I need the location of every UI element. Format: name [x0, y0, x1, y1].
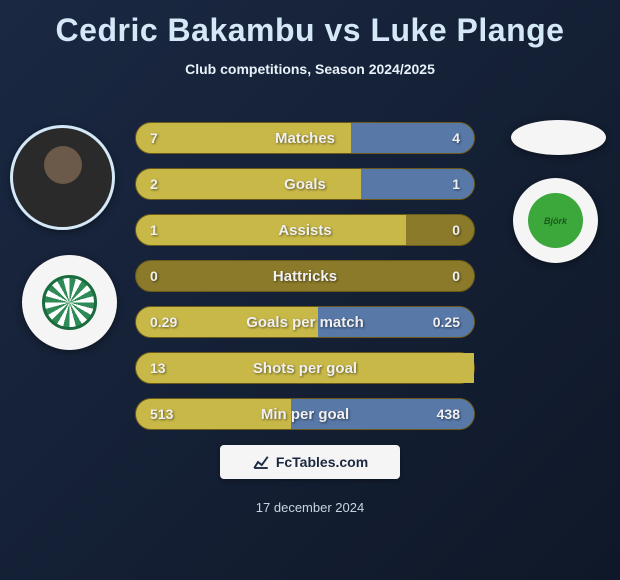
stat-value-right: 1	[452, 176, 460, 192]
stat-label: Assists	[278, 222, 331, 239]
player-right-avatar	[511, 120, 606, 155]
stat-value-right: 0.25	[433, 314, 460, 330]
date-text: 17 december 2024	[256, 500, 364, 515]
stat-value-left: 13	[150, 360, 166, 376]
chart-icon	[252, 453, 270, 471]
stat-row: Shots per goal 13	[135, 352, 475, 384]
stat-label: Min per goal	[261, 406, 349, 423]
stat-value-right: 0	[452, 222, 460, 238]
stats-list: Matches 7 4 Goals 2 1 Assists 1 0 Hattricks 0 0 Goal…	[135, 122, 475, 444]
stat-value-right: 438	[437, 406, 460, 422]
stat-row: Goals per match 0.29 0.25	[135, 306, 475, 338]
stat-value-left: 0.29	[150, 314, 177, 330]
stat-row: Matches 7 4	[135, 122, 475, 154]
stat-label: Hattricks	[273, 268, 337, 285]
comparison-title: Cedric Bakambu vs Luke Plange	[0, 0, 620, 49]
club-right-crest	[528, 193, 583, 248]
stat-value-left: 2	[150, 176, 158, 192]
stat-row: Goals 2 1	[135, 168, 475, 200]
club-left-crest	[42, 275, 97, 330]
player-left-avatar	[10, 125, 115, 230]
stat-label: Shots per goal	[253, 360, 357, 377]
club-left-badge	[22, 255, 117, 350]
stat-value-right: 4	[452, 130, 460, 146]
stat-label: Goals per match	[246, 314, 364, 331]
stat-fill-left	[136, 215, 406, 245]
comparison-subtitle: Club competitions, Season 2024/2025	[0, 61, 620, 77]
stat-value-left: 7	[150, 130, 158, 146]
stat-value-left: 0	[150, 268, 158, 284]
stat-label: Goals	[284, 176, 326, 193]
stat-row: Hattricks 0 0	[135, 260, 475, 292]
club-right-badge	[513, 178, 598, 263]
stat-value-left: 513	[150, 406, 173, 422]
footer-brand-text: FcTables.com	[276, 454, 368, 470]
footer-brand-badge: FcTables.com	[220, 445, 400, 479]
stat-fill-left	[136, 169, 361, 199]
stat-row: Min per goal 513 438	[135, 398, 475, 430]
stat-value-right: 0	[452, 268, 460, 284]
stat-row: Assists 1 0	[135, 214, 475, 246]
stat-value-left: 1	[150, 222, 158, 238]
stat-label: Matches	[275, 130, 335, 147]
